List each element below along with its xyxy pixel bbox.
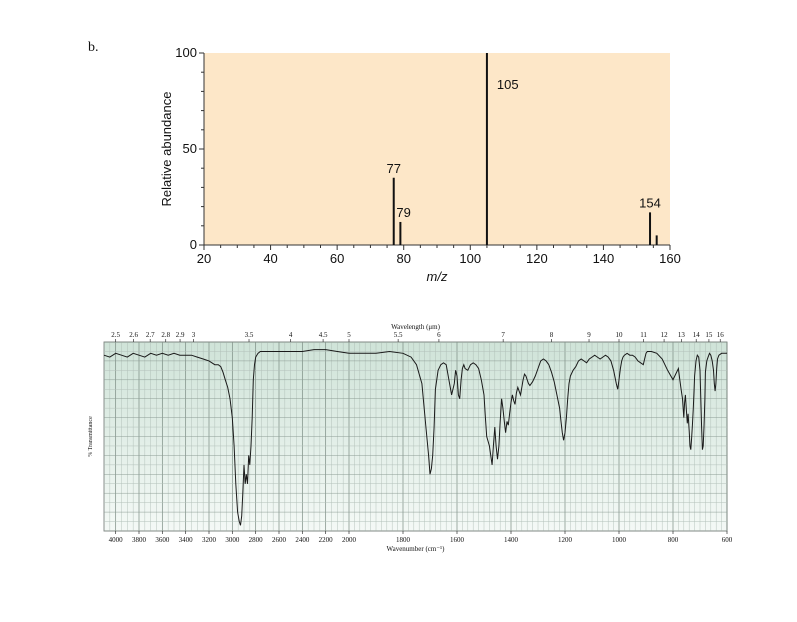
peak-label: 77: [386, 161, 400, 176]
wavelength-tick-label: 10: [616, 331, 624, 339]
x-tick-label: 160: [659, 251, 681, 266]
wavenumber-tick-label: 2200: [319, 536, 334, 544]
wavelength-tick-label: 12: [661, 331, 669, 339]
wavelength-tick-label: 2.5: [111, 331, 120, 339]
mass-spectrum-chart: 20 40 60 80 100 120 140 160 0 50 100 77 79 105 154 m/z R…: [159, 45, 681, 284]
wavelength-tick-label: 5: [347, 331, 351, 339]
wavelength-tick-label: 2.9: [176, 331, 185, 339]
wavenumber-tick-label: 3600: [155, 536, 170, 544]
peak-label: 154: [639, 195, 661, 210]
wavelength-tick-label: 15: [705, 331, 713, 339]
wavelength-tick-label: 3: [192, 331, 196, 339]
ir-spectrum-chart: 4000 3800 3600 3400 3200 3000 2800 2600 2400 2200…: [88, 323, 733, 553]
plot-area: [204, 53, 670, 245]
wavelength-tick-label: 9: [587, 331, 591, 339]
wavelength-tick-label: 16: [717, 331, 725, 339]
wavelength-tick-label: 6: [437, 331, 441, 339]
x-tick-label: 20: [197, 251, 211, 266]
peak-label: 105: [497, 77, 519, 92]
wavenumber-tick-label: 1400: [504, 536, 519, 544]
wavenumber-tick-label: 3400: [179, 536, 194, 544]
x-axis-title: Wavenumber (cm⁻¹): [387, 545, 446, 553]
x2-axis-title: Wavelength (μm): [391, 323, 441, 331]
x-tick-label: 80: [396, 251, 410, 266]
wavelength-tick-label: 3.5: [245, 331, 254, 339]
wavenumber-tick-label: 3800: [132, 536, 147, 544]
wavenumber-tick-label: 4000: [109, 536, 124, 544]
wavelength-tick-label: 8: [550, 331, 554, 339]
y-tick-label: 50: [183, 141, 197, 156]
wavelength-tick-label: 4: [289, 331, 293, 339]
wavelength-tick-label: 2.7: [146, 331, 155, 339]
y-axis-title: Relative abundance: [159, 92, 174, 207]
wavenumber-tick-label: 1600: [450, 536, 465, 544]
y-tick-label: 100: [175, 45, 197, 60]
wavenumber-tick-label: 3000: [225, 536, 240, 544]
wavelength-tick-label: 7: [501, 331, 505, 339]
y-tick-label: 0: [190, 237, 197, 252]
wavenumber-tick-label: 1000: [612, 536, 627, 544]
wavenumber-tick-label: 3200: [202, 536, 217, 544]
wavelength-tick-label: 11: [640, 331, 647, 339]
x-tick-label: 120: [526, 251, 548, 266]
x-tick-label: 40: [263, 251, 277, 266]
x-tick-label: 60: [330, 251, 344, 266]
x-tick-label: 100: [459, 251, 481, 266]
peak-label: 79: [396, 205, 410, 220]
ir-spectrum-line: [103, 349, 727, 526]
wavelength-tick-label: 2.6: [129, 331, 138, 339]
y-axis-title: % Transmittance: [88, 416, 94, 457]
x-axis-title: m/z: [427, 269, 448, 284]
wavenumber-tick-label: 2800: [249, 536, 264, 544]
wavelength-tick-label: 2.8: [161, 331, 170, 339]
wavelength-tick-label: 13: [678, 331, 686, 339]
wavenumber-tick-label: 2400: [295, 536, 310, 544]
wavelength-tick-label: 14: [693, 331, 701, 339]
wavelength-tick-label: 4.5: [319, 331, 328, 339]
x-tick-label: 140: [593, 251, 615, 266]
wavenumber-tick-label: 800: [668, 536, 679, 544]
panel-label: b.: [88, 40, 99, 55]
wavenumber-tick-label: 1200: [558, 536, 573, 544]
wavenumber-tick-label: 2000: [342, 536, 357, 544]
wavenumber-tick-label: 2600: [272, 536, 287, 544]
wavenumber-tick-label: 1800: [396, 536, 411, 544]
wavelength-tick-label: 5.5: [394, 331, 403, 339]
wavenumber-tick-label: 600: [722, 536, 733, 544]
